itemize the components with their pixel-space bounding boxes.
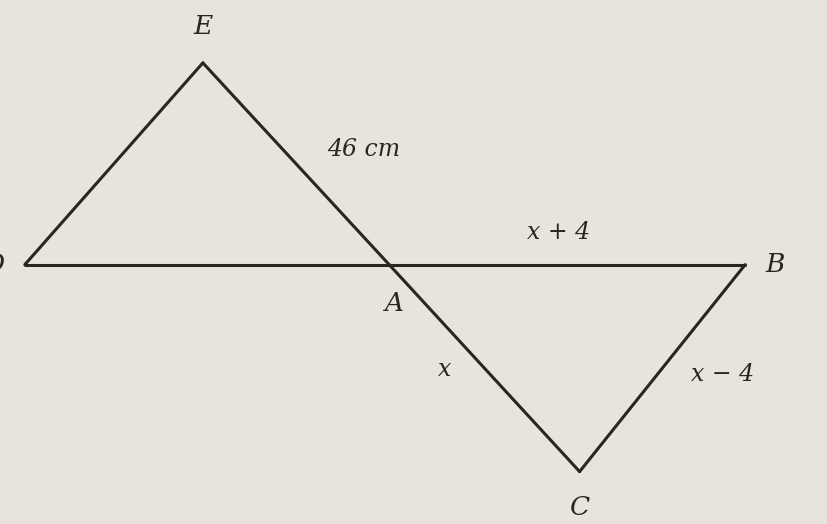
Text: x − 4: x − 4 — [691, 363, 753, 386]
Text: E: E — [193, 14, 213, 39]
Text: C: C — [569, 495, 589, 520]
Text: 46 cm: 46 cm — [327, 138, 399, 161]
Text: B: B — [765, 252, 784, 277]
Text: x + 4: x + 4 — [527, 221, 590, 244]
Text: x: x — [437, 358, 451, 381]
Text: A: A — [384, 291, 402, 316]
Text: D: D — [0, 252, 4, 277]
